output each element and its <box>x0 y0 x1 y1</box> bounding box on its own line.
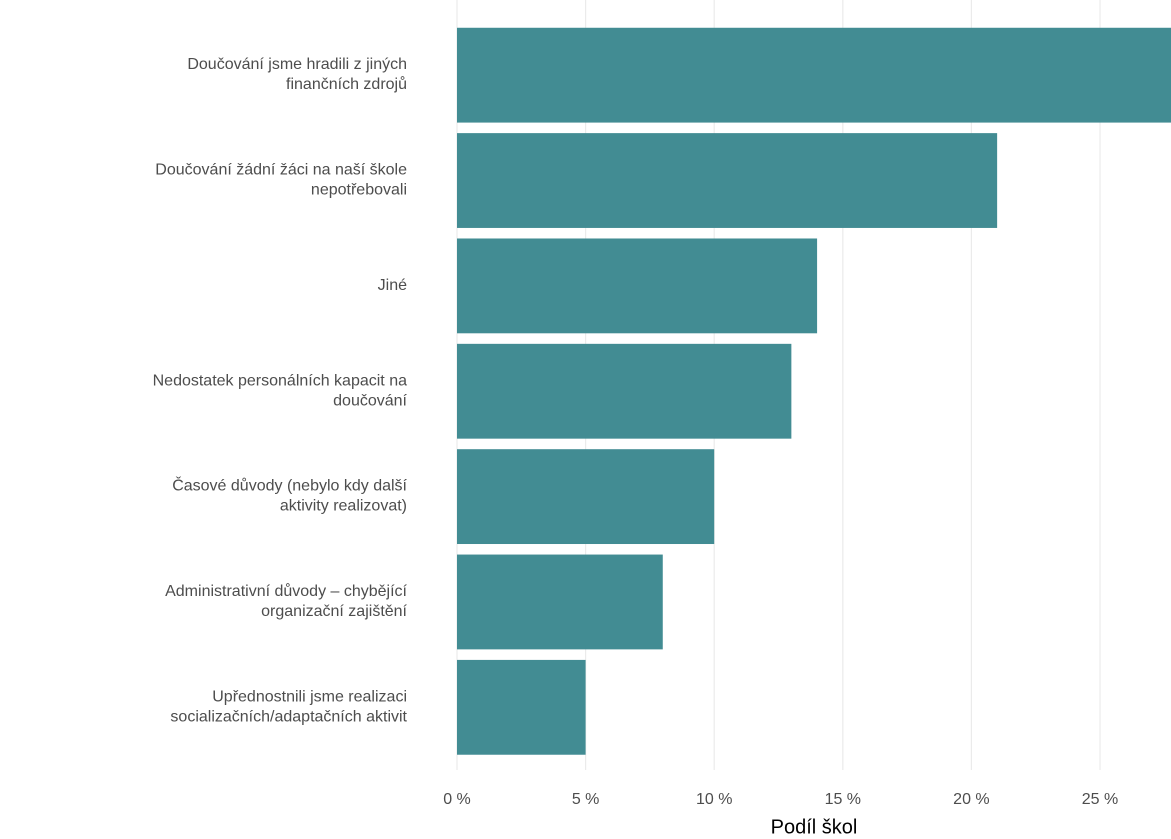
x-tick-label: 15 % <box>825 791 861 808</box>
bar <box>457 554 663 650</box>
bar <box>457 238 818 334</box>
bar <box>457 449 715 545</box>
y-tick-label: Časové důvody (nebylo kdy další aktivity … <box>172 476 407 515</box>
x-tick-label: 5 % <box>572 791 600 808</box>
x-tick-label: 20 % <box>953 791 989 808</box>
bar <box>457 133 998 228</box>
y-tick-label: Upřednostnili jsme realizaci socializační… <box>170 689 407 726</box>
y-tick-label: Jiné <box>378 277 407 294</box>
y-tick-label: Nedostatek personálních kapacit na doučov… <box>153 372 408 409</box>
x-tick-label: 25 % <box>1082 791 1118 808</box>
bar <box>457 343 792 439</box>
y-tick-label: Administrativní důvody – chybějící organi… <box>165 582 407 620</box>
plot-area <box>456 0 1171 770</box>
bar <box>457 659 586 755</box>
bar <box>457 27 1171 123</box>
x-axis-title: Podíl škol <box>771 816 858 838</box>
x-tick-label: 0 % <box>443 791 471 808</box>
x-tick-label: 10 % <box>696 791 732 808</box>
y-tick-label: Doučování žádní žáci na naší škole nepotř… <box>155 162 407 199</box>
y-tick-label: Doučování jsme hradili z jiných finančníc… <box>187 56 407 93</box>
